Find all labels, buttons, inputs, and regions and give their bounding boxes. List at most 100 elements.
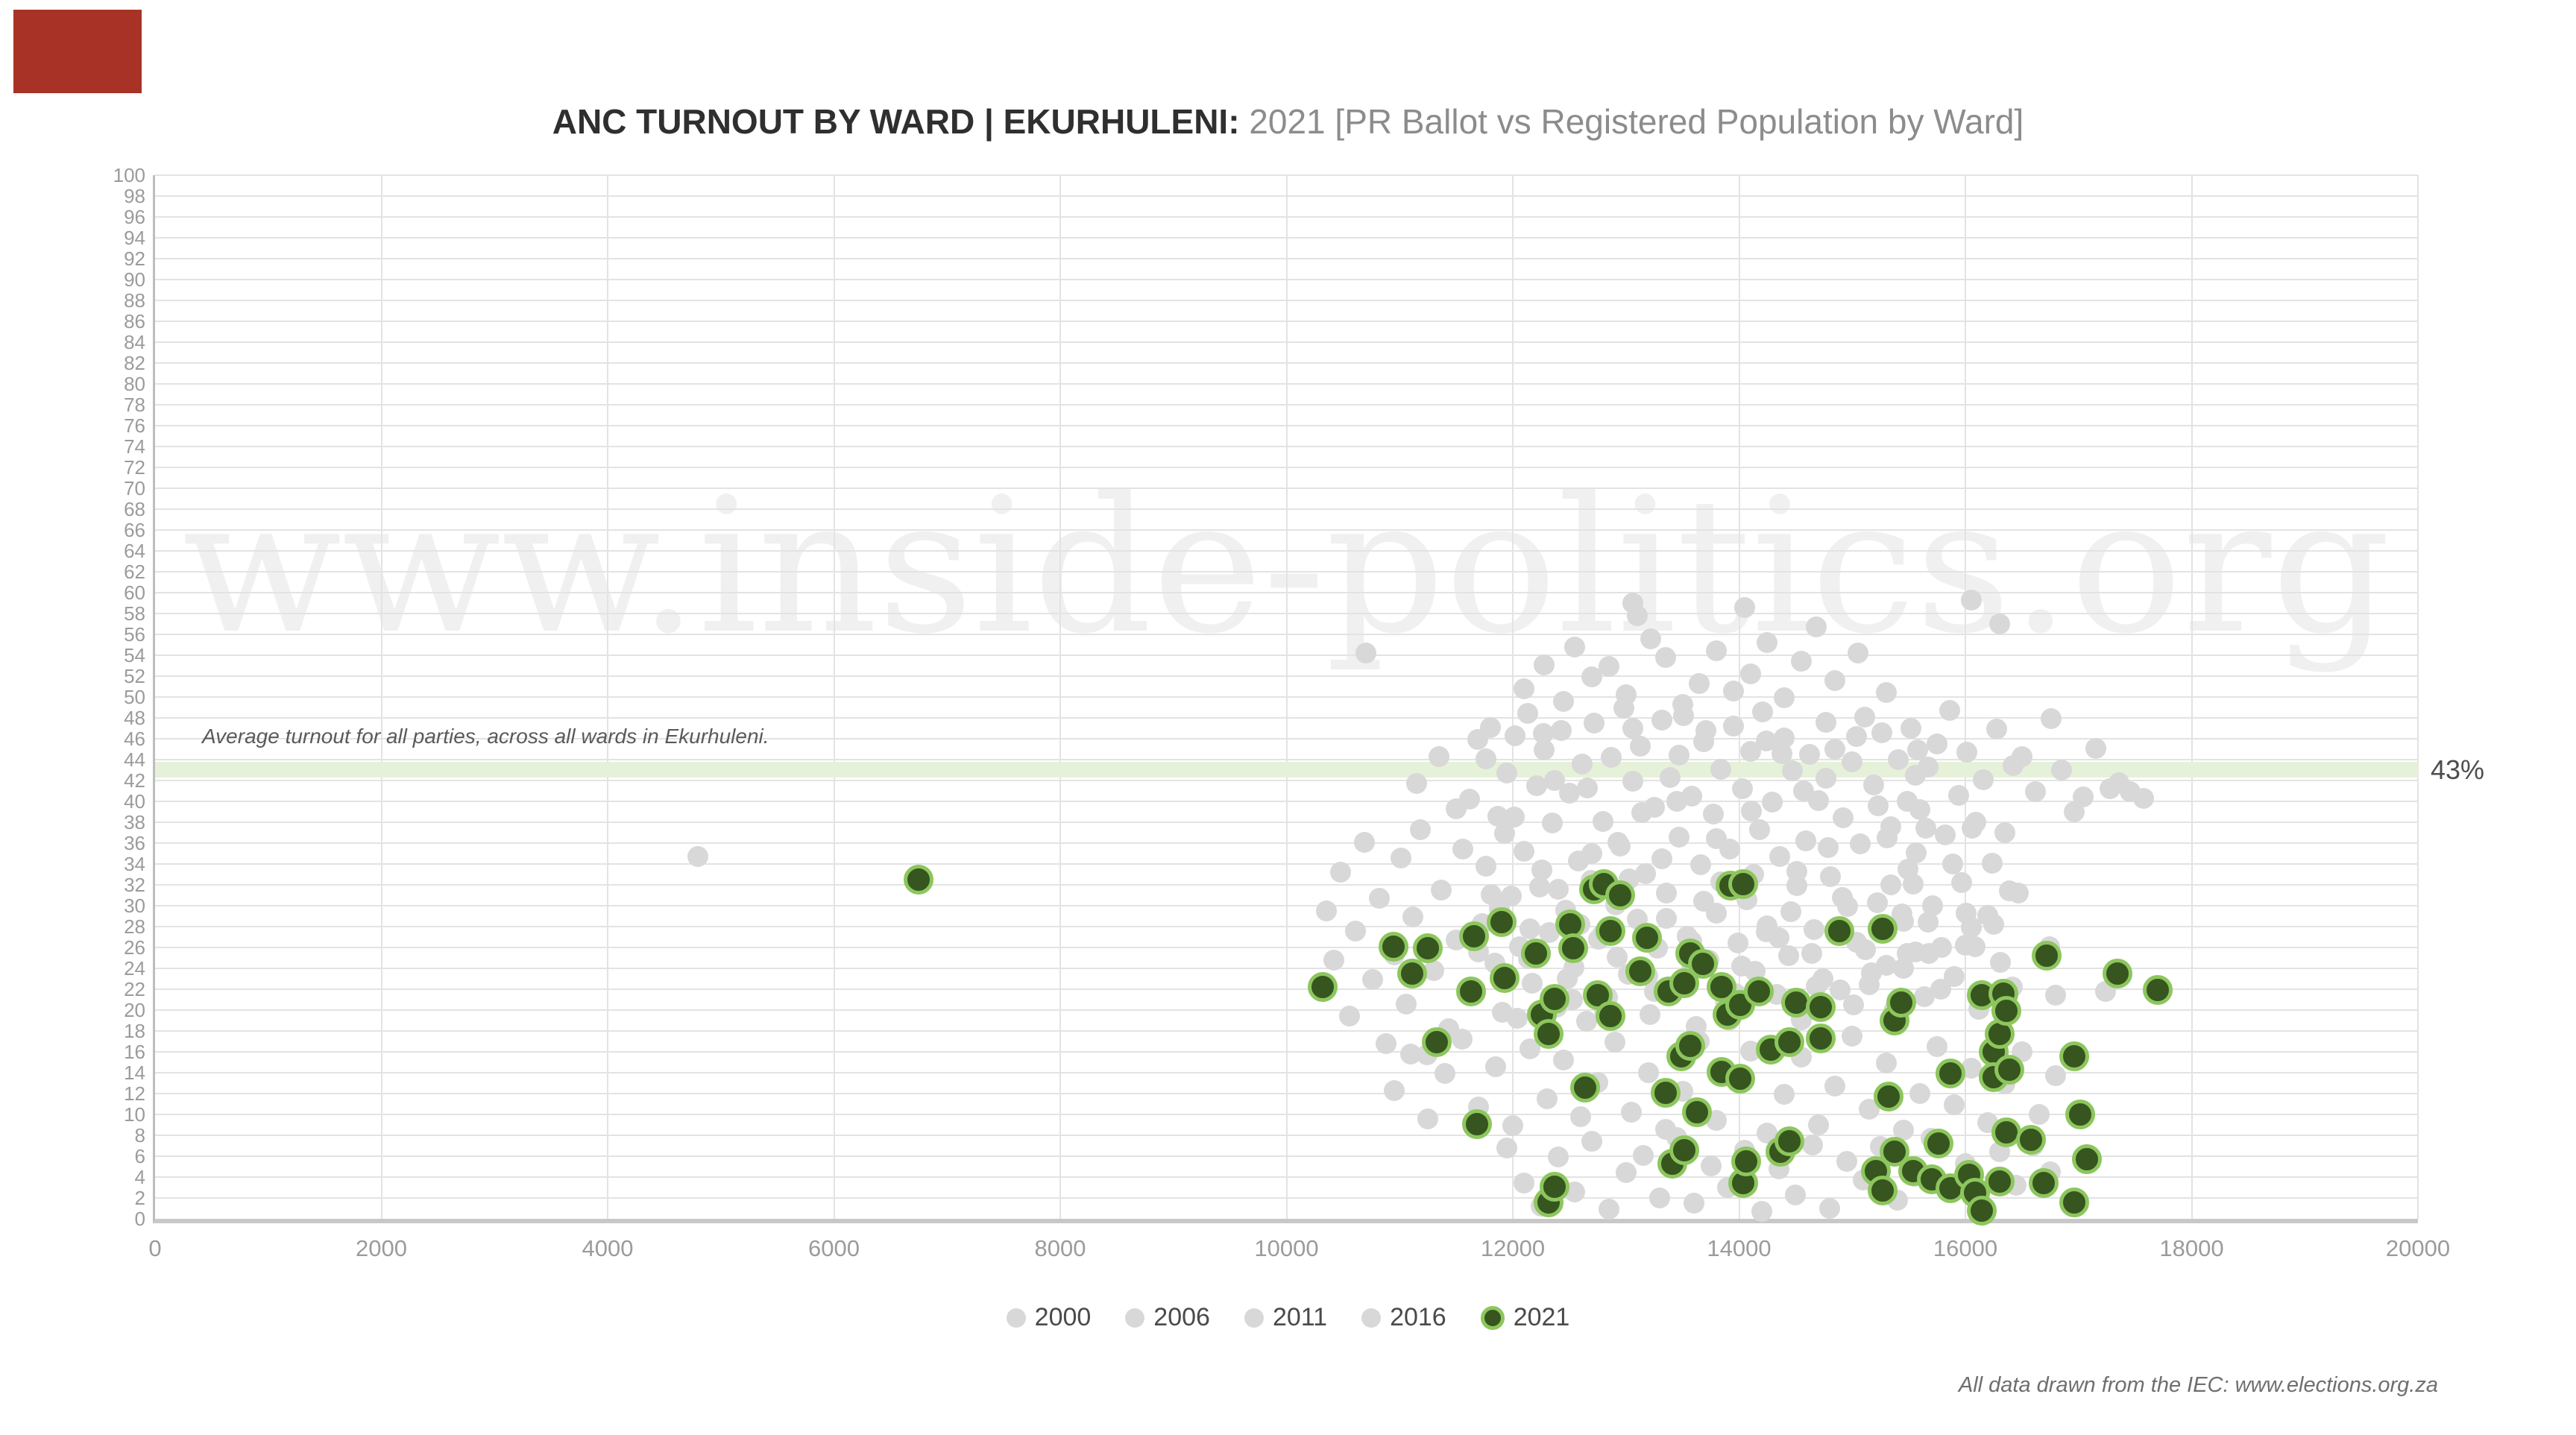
- data-point-2000: [1659, 766, 1681, 788]
- data-point-2021: [1490, 962, 1520, 993]
- data-point-2011: [1917, 912, 1939, 933]
- data-point-2021: [1728, 868, 1758, 899]
- data-point-2011: [1651, 848, 1673, 869]
- data-point-2011: [1988, 614, 2010, 634]
- average-band-annotation: Average turnout for all parties, across …: [202, 725, 769, 748]
- data-point-2011: [1722, 680, 1744, 701]
- data-point-2011: [1939, 700, 1960, 722]
- y-axis-tick-label: 96: [124, 206, 145, 228]
- y-axis-tick-label: 54: [124, 644, 145, 666]
- data-point-2006: [1669, 826, 1690, 848]
- data-point-2011: [1553, 690, 1575, 712]
- data-point-2016: [2025, 781, 2047, 803]
- data-point-2000: [1593, 810, 1614, 832]
- data-point-2021: [1967, 1195, 1997, 1226]
- data-point-2006: [1798, 744, 1820, 765]
- data-point-2006: [1795, 830, 1817, 852]
- data-point-2011: [1774, 687, 1795, 709]
- data-point-2006: [1607, 831, 1629, 853]
- legend-item-2000[interactable]: 2000: [1006, 1303, 1092, 1332]
- data-point-2021: [2059, 1187, 2090, 1217]
- data-point-2021: [1540, 983, 1570, 1014]
- data-point-2021: [1625, 956, 1656, 987]
- data-point-2000: [1396, 993, 1417, 1015]
- data-point-2006: [1818, 836, 1839, 858]
- data-point-2006: [1656, 907, 1678, 929]
- data-point-2000: [1531, 860, 1553, 881]
- data-point-2021: [1650, 1077, 1681, 1108]
- data-point-2011: [1666, 791, 1688, 812]
- data-point-2000: [1339, 1006, 1361, 1027]
- data-point-2021: [1455, 976, 1486, 1006]
- data-point-2016: [1915, 818, 1936, 839]
- x-axis-tick-label: 4000: [582, 1235, 634, 1261]
- data-point-2021: [1805, 1023, 1836, 1053]
- y-axis-tick-label: 76: [124, 414, 145, 437]
- data-point-2006: [1863, 774, 1885, 795]
- data-point-2006: [1606, 946, 1628, 968]
- y-axis-tick-label: 36: [124, 832, 145, 854]
- red-marker: [13, 10, 142, 93]
- data-point-2006: [1475, 748, 1496, 769]
- x-axis-tick-label: 12000: [1480, 1235, 1546, 1261]
- data-point-2011: [1956, 742, 1977, 763]
- data-point-2016: [1496, 1137, 1518, 1158]
- data-point-2016: [1842, 1026, 1863, 1047]
- data-point-2011: [1846, 726, 1868, 748]
- data-point-2011: [1706, 640, 1728, 662]
- data-point-2021: [2029, 1168, 2059, 1199]
- x-axis-tick-label: 20000: [2385, 1235, 2451, 1261]
- data-point-2016: [1514, 1173, 1535, 1194]
- legend-item-2016[interactable]: 2016: [1361, 1303, 1446, 1332]
- data-point-2011: [1934, 824, 1956, 845]
- data-point-2016: [1905, 842, 1927, 863]
- data-point-2011: [1816, 768, 1837, 789]
- y-axis-tick-label: 0: [134, 1208, 145, 1230]
- legend-swatch-icon: [1244, 1308, 1264, 1328]
- data-point-2021: [1669, 1135, 1699, 1165]
- data-point-2006: [1820, 865, 1842, 887]
- legend-label: 2000: [1034, 1303, 1092, 1331]
- vertical-gridline: [380, 175, 382, 1219]
- legend-label: 2011: [1272, 1303, 1328, 1331]
- y-axis-tick-label: 42: [124, 769, 145, 792]
- data-point-2011: [1514, 678, 1535, 699]
- x-axis-tick-label: 16000: [1933, 1235, 1998, 1261]
- legend-swatch-icon: [1480, 1305, 1505, 1330]
- y-axis-tick-label: 74: [124, 435, 145, 458]
- legend-item-2021[interactable]: 2021: [1480, 1303, 1569, 1332]
- data-point-2000: [1459, 789, 1481, 810]
- legend-item-2006[interactable]: 2006: [1125, 1303, 1210, 1332]
- data-point-2006: [1727, 933, 1748, 954]
- data-point-2021: [1413, 933, 1443, 964]
- data-point-2016: [1417, 1108, 1439, 1129]
- data-point-2021: [1868, 913, 1898, 944]
- data-point-2000: [1622, 771, 1643, 792]
- data-point-2021: [1731, 1147, 1762, 1176]
- data-point-2006: [1631, 802, 1652, 824]
- data-point-2011: [1982, 852, 2003, 874]
- data-point-2000: [1525, 775, 1547, 796]
- data-point-2000: [1521, 972, 1543, 994]
- y-axis-tick-label: 28: [124, 915, 145, 938]
- legend-item-2011[interactable]: 2011: [1244, 1303, 1327, 1332]
- data-point-2021: [1396, 959, 1427, 988]
- data-point-2000: [1571, 753, 1593, 775]
- y-axis-tick-label: 8: [134, 1124, 145, 1147]
- data-point-2011: [1689, 672, 1710, 694]
- data-point-2021: [1308, 972, 1338, 1003]
- vertical-gridline: [1059, 175, 1061, 1219]
- data-point-2011: [1695, 719, 1717, 741]
- data-point-2021: [1991, 996, 2021, 1026]
- y-axis-tick-label: 16: [124, 1041, 145, 1063]
- data-point-2011: [1734, 596, 1756, 618]
- data-point-2006: [1833, 807, 1854, 829]
- data-point-2011: [1615, 684, 1637, 706]
- x-axis-tick-label: 8000: [1034, 1235, 1086, 1261]
- y-axis-tick-label: 30: [124, 895, 145, 917]
- y-axis-tick-label: 12: [124, 1082, 145, 1105]
- data-point-2021: [1781, 988, 1812, 1018]
- data-point-2006: [1854, 706, 1875, 728]
- data-point-2021: [2072, 1144, 2103, 1175]
